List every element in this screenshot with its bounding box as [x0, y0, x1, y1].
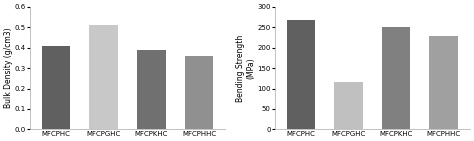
Bar: [90, 25, 118, 129]
Y-axis label: Bending Strength
(MPa): Bending Strength (MPa): [236, 34, 255, 102]
Bar: [429, 36, 458, 129]
Bar: [382, 27, 410, 129]
Bar: [334, 82, 363, 129]
Bar: [185, 56, 213, 129]
Bar: [137, 50, 165, 129]
Bar: [287, 20, 315, 129]
Bar: [42, 46, 71, 129]
Y-axis label: Bulk Density (g/cm3): Bulk Density (g/cm3): [4, 28, 13, 108]
